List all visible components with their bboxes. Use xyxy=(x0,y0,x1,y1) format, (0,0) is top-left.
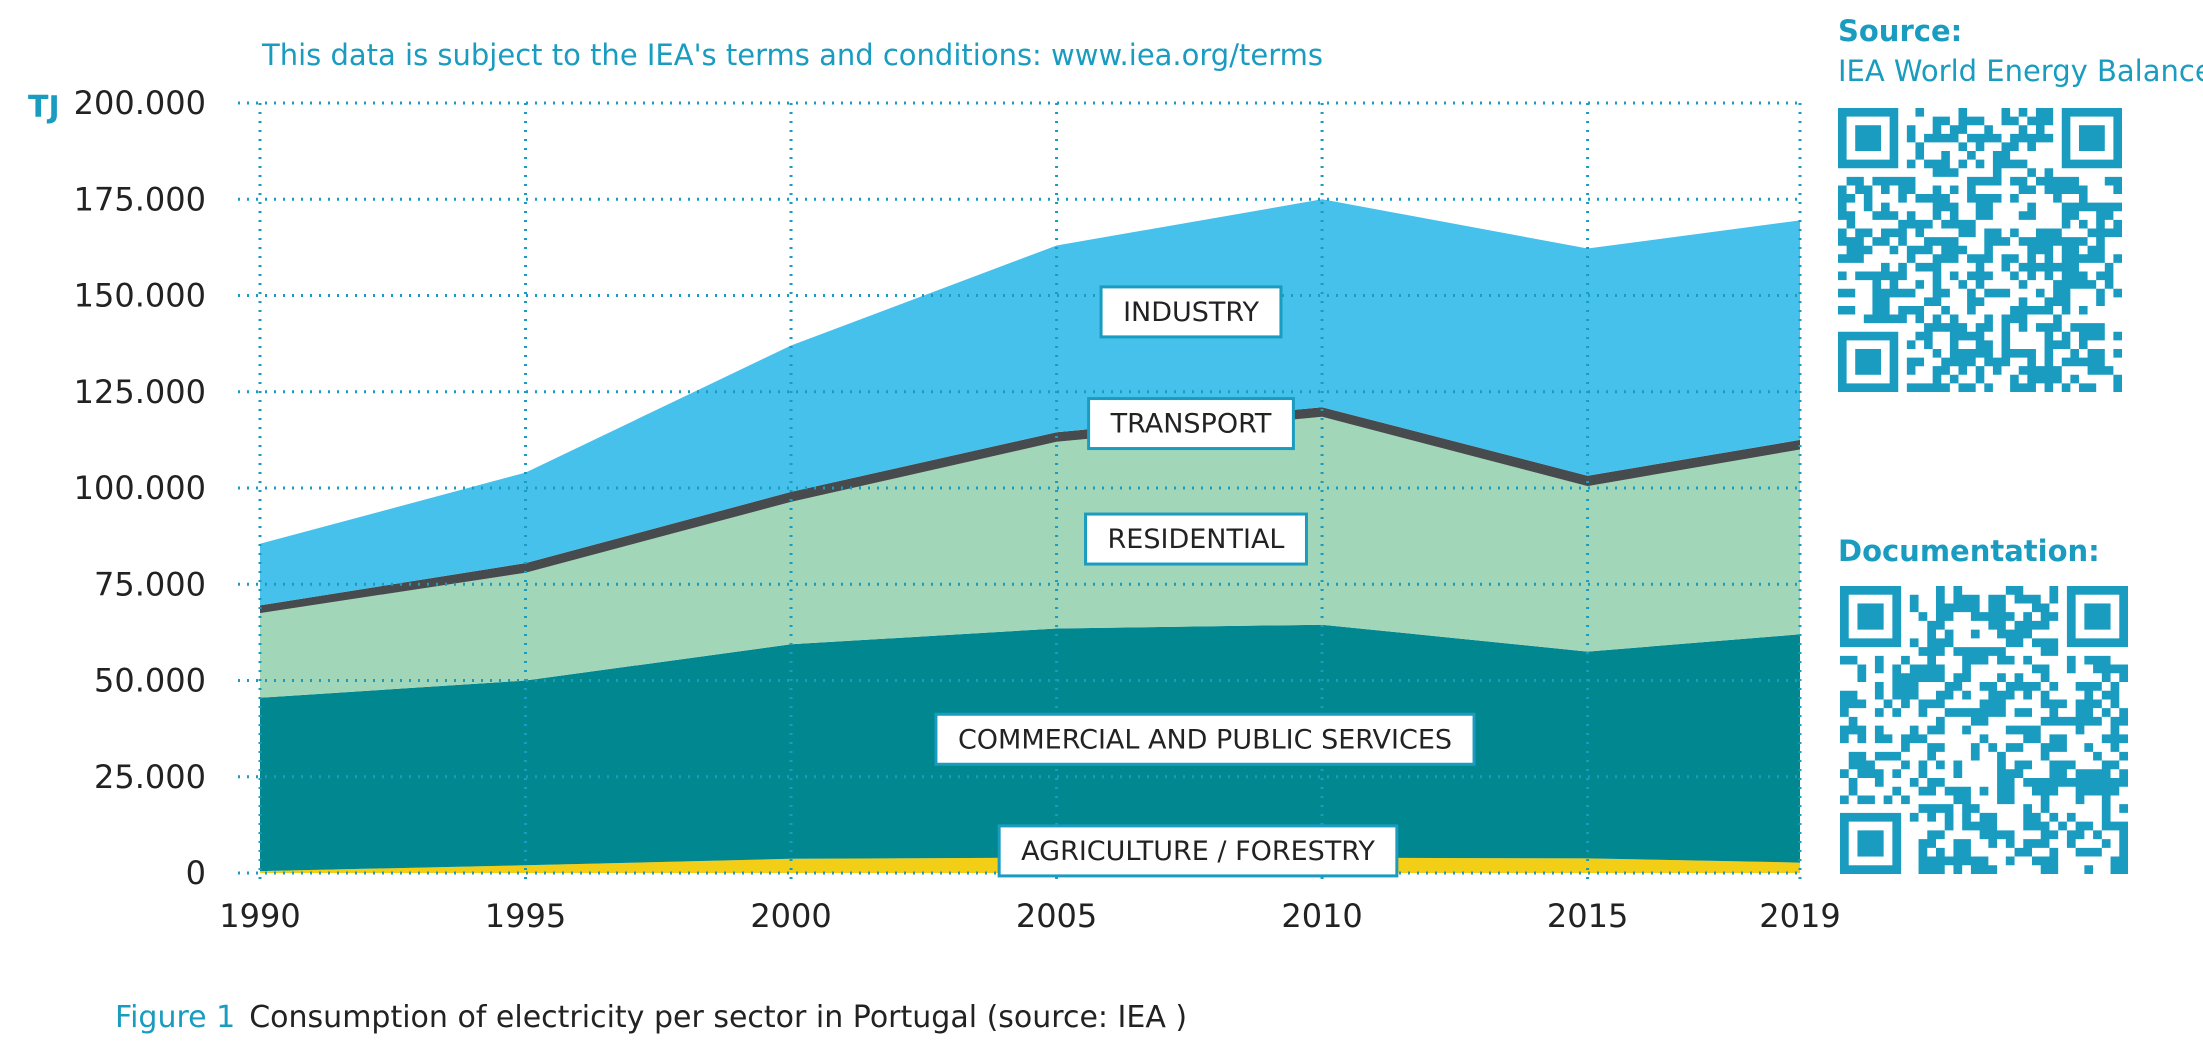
area-residential xyxy=(260,416,1800,698)
caption-text: Consumption of electricity per sector in… xyxy=(249,1000,1188,1035)
y-tick-label: 0 xyxy=(186,854,206,892)
y-tick-label: 25.000 xyxy=(94,758,206,796)
y-tick-label: 125.000 xyxy=(74,373,206,411)
series-label-box xyxy=(1099,285,1283,339)
series-label-text: INDUSTRY xyxy=(1123,297,1259,328)
series-label-box xyxy=(1084,512,1308,566)
stacked-area-chart: 0 25.000 50.000 75.000 100.000 125.000 150.000… xyxy=(74,84,1840,935)
qr-code-icon[interactable] xyxy=(1840,586,2128,874)
y-tick-label: 200.000 xyxy=(74,84,206,122)
y-tick-label: 175.000 xyxy=(74,180,206,218)
source-link[interactable]: IEA World Energy Balances xyxy=(1838,54,2203,88)
series-label-residential: RESIDENTIAL xyxy=(1084,512,1308,566)
series-label-box xyxy=(934,712,1476,766)
series-label-text: COMMERCIAL AND PUBLIC SERVICES xyxy=(958,724,1452,755)
figure-label: Figure 1 xyxy=(115,1000,236,1035)
figure-caption: Figure 1 Consumption of electricity per s… xyxy=(115,1000,1187,1035)
qr-modules xyxy=(1840,586,2128,874)
x-tick-label: 2015 xyxy=(1547,897,1628,935)
series-label-commercial-public-services: COMMERCIAL AND PUBLIC SERVICES xyxy=(934,712,1476,766)
x-tick-label: 2019 xyxy=(1759,897,1840,935)
series-label-agriculture-forestry: AGRICULTURE / FORESTRY xyxy=(997,824,1399,878)
y-tick-label: 100.000 xyxy=(74,469,206,507)
source-block: Source: IEA World Energy Balances xyxy=(1838,14,2203,88)
y-tick-label: 150.000 xyxy=(74,277,206,315)
x-tick-labels: 1990 1995 2000 2005 2010 2015 2019 xyxy=(219,897,1840,935)
documentation-heading: Documentation: xyxy=(1838,534,2100,568)
terms-notice: This data is subject to the IEA's terms … xyxy=(262,38,1323,72)
series-label-text: TRANSPORT xyxy=(1110,409,1272,440)
area-series-group xyxy=(260,199,1800,873)
x-tick-label: 1990 xyxy=(219,897,300,935)
series-label-transport: TRANSPORT xyxy=(1087,397,1295,451)
source-heading: Source: xyxy=(1838,14,1963,48)
series-label-text: RESIDENTIAL xyxy=(1108,524,1285,555)
qr-code-icon[interactable] xyxy=(1838,108,2122,392)
qr-modules xyxy=(1838,108,2122,392)
y-axis-unit: TJ xyxy=(28,90,60,125)
series-label-industry: INDUSTRY xyxy=(1099,285,1283,339)
series-label-box xyxy=(1087,397,1295,451)
y-tick-labels: 0 25.000 50.000 75.000 100.000 125.000 150.000… xyxy=(74,84,206,892)
y-tick-label: 75.000 xyxy=(94,565,206,603)
x-tick-label: 2005 xyxy=(1016,897,1097,935)
x-tick-label: 1995 xyxy=(485,897,566,935)
x-tick-label: 2010 xyxy=(1281,897,1362,935)
y-tick-label: 50.000 xyxy=(94,662,206,700)
documentation-block: Documentation: xyxy=(1838,534,2100,568)
x-tick-label: 2000 xyxy=(750,897,831,935)
series-label-box xyxy=(997,824,1399,878)
series-labels: AGRICULTURE / FORESTRY COMMERCIAL AND PUB… xyxy=(934,285,1476,878)
area-industry xyxy=(260,199,1800,606)
series-label-text: AGRICULTURE / FORESTRY xyxy=(1021,836,1375,867)
